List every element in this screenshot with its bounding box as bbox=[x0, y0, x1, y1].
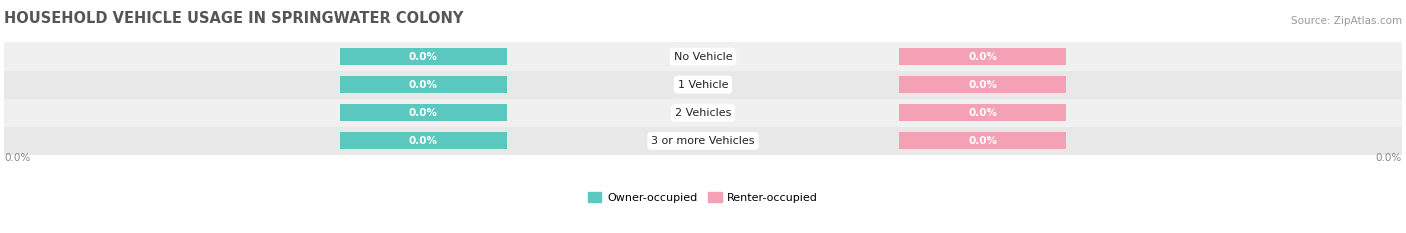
Text: 0.0%: 0.0% bbox=[409, 51, 437, 62]
Text: 0.0%: 0.0% bbox=[4, 153, 31, 163]
Text: HOUSEHOLD VEHICLE USAGE IN SPRINGWATER COLONY: HOUSEHOLD VEHICLE USAGE IN SPRINGWATER C… bbox=[4, 11, 464, 26]
Bar bbox=[340, 48, 508, 65]
Text: Source: ZipAtlas.com: Source: ZipAtlas.com bbox=[1291, 16, 1402, 26]
Bar bbox=[898, 48, 1066, 65]
Text: 0.0%: 0.0% bbox=[969, 108, 997, 118]
Text: 1 Vehicle: 1 Vehicle bbox=[678, 80, 728, 90]
Bar bbox=[898, 76, 1066, 93]
Bar bbox=[340, 76, 508, 93]
Text: 0.0%: 0.0% bbox=[409, 80, 437, 90]
Text: No Vehicle: No Vehicle bbox=[673, 51, 733, 62]
Text: 0.0%: 0.0% bbox=[409, 108, 437, 118]
Text: 0.0%: 0.0% bbox=[969, 136, 997, 146]
Text: 0.0%: 0.0% bbox=[969, 80, 997, 90]
Bar bbox=[4, 99, 1402, 127]
Text: 0.0%: 0.0% bbox=[409, 136, 437, 146]
Bar bbox=[340, 133, 508, 149]
Bar bbox=[340, 104, 508, 121]
Text: 3 or more Vehicles: 3 or more Vehicles bbox=[651, 136, 755, 146]
Text: 0.0%: 0.0% bbox=[969, 51, 997, 62]
Bar bbox=[898, 104, 1066, 121]
Bar bbox=[4, 127, 1402, 155]
Legend: Owner-occupied, Renter-occupied: Owner-occupied, Renter-occupied bbox=[583, 188, 823, 208]
Text: 0.0%: 0.0% bbox=[1375, 153, 1402, 163]
Bar bbox=[4, 42, 1402, 71]
Bar bbox=[898, 133, 1066, 149]
Bar bbox=[4, 71, 1402, 99]
Text: 2 Vehicles: 2 Vehicles bbox=[675, 108, 731, 118]
